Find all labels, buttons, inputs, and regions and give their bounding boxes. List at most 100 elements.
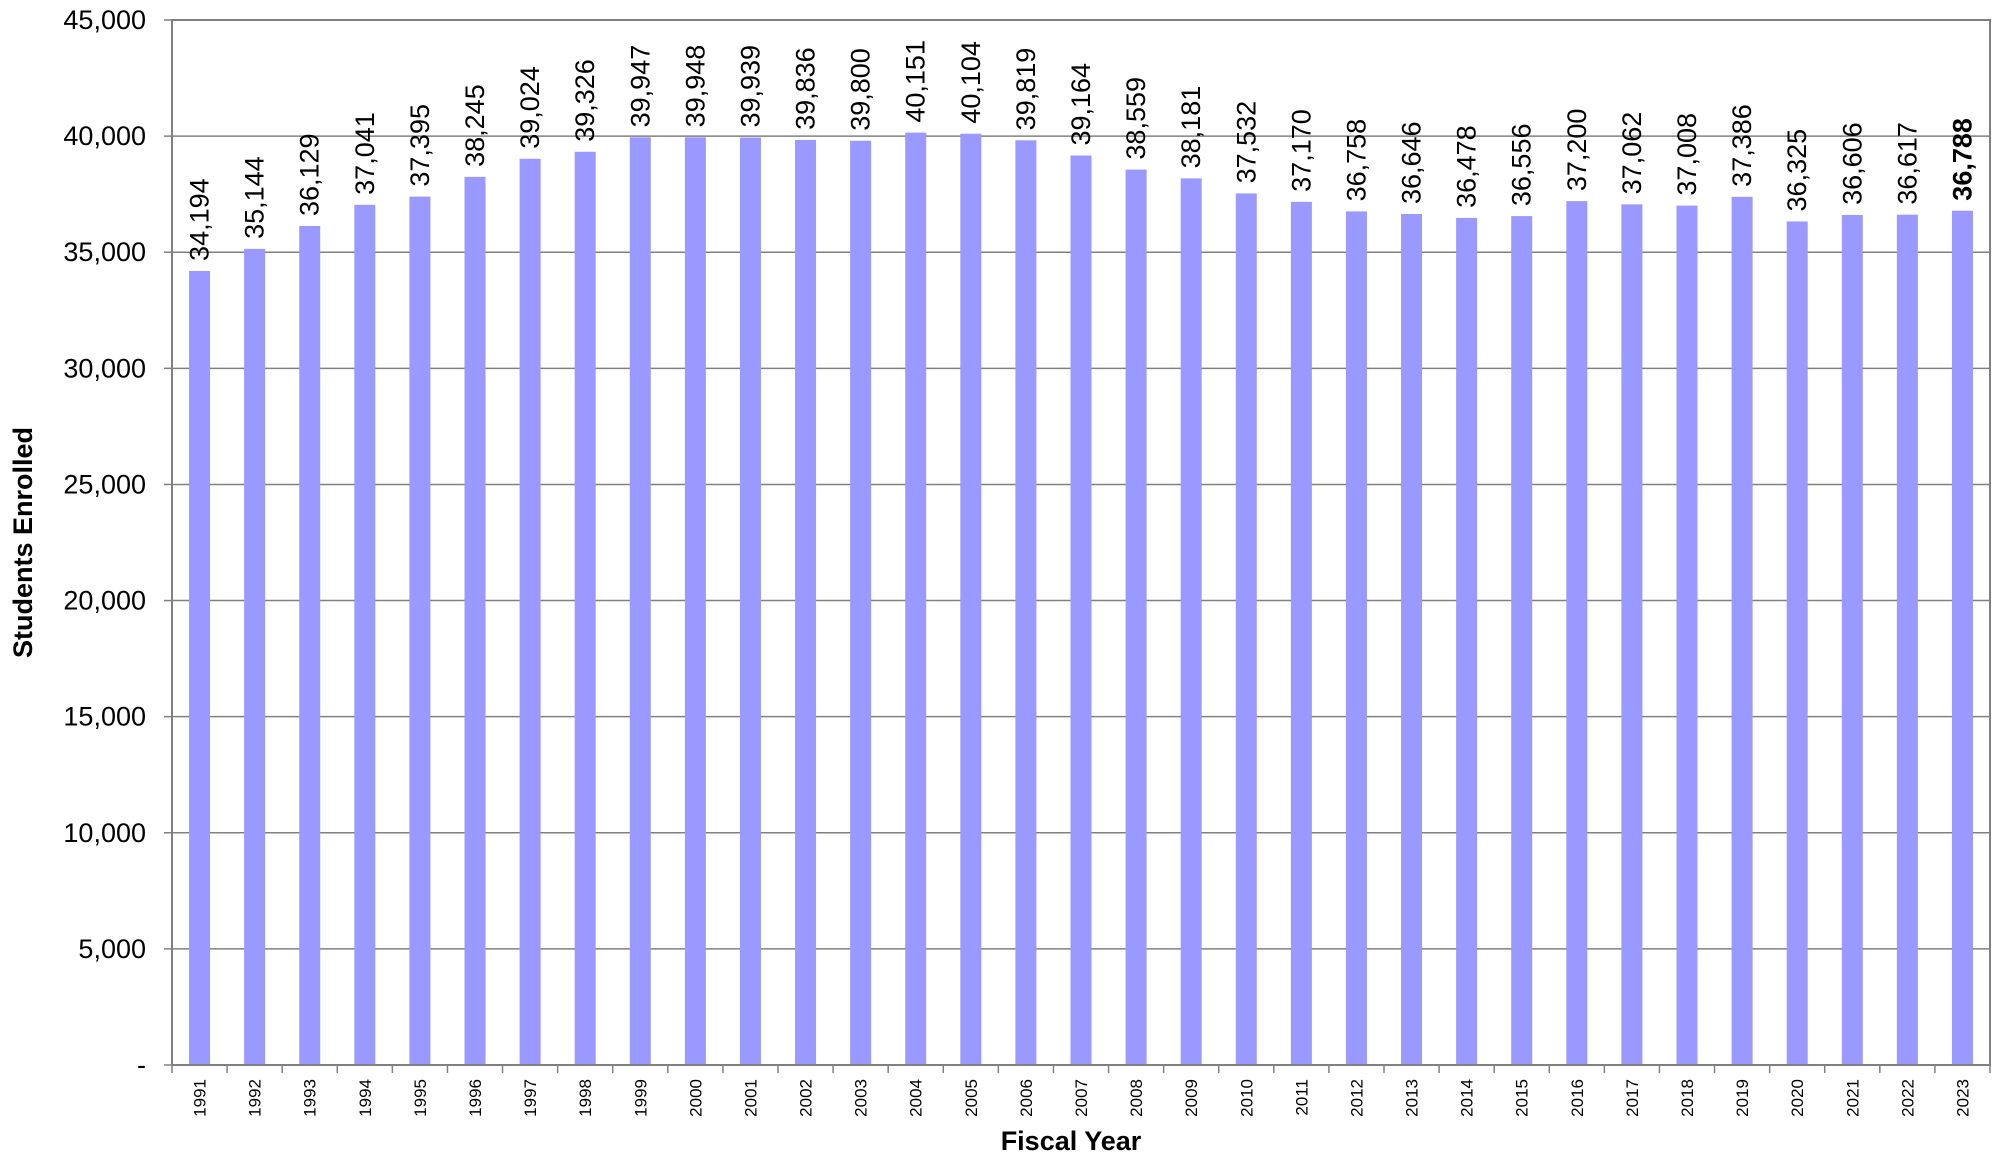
bar-2003 [850, 140, 872, 1065]
bar-2014 [1456, 217, 1478, 1065]
bar-2004 [905, 132, 927, 1065]
x-tick-label: 2007 [1072, 1079, 1091, 1117]
data-label: 39,024 [515, 66, 545, 149]
data-label: 37,170 [1286, 109, 1316, 192]
data-labels: 34,194 35,144 36,129 37,041 37,395 38,245 39,0… [185, 40, 1978, 261]
bar-2010 [1235, 193, 1257, 1065]
data-label: 36,478 [1452, 125, 1482, 208]
x-tick-label: 1995 [411, 1079, 430, 1117]
x-axis-title: Fiscal Year [1001, 1126, 1142, 1156]
x-tick-label: 1993 [301, 1079, 320, 1117]
y-tick-label: 30,000 [63, 353, 146, 383]
x-tick-label: 1994 [356, 1079, 375, 1117]
bar-2006 [1015, 140, 1037, 1065]
x-tick-label: 2005 [962, 1079, 981, 1117]
data-label: 35,144 [240, 156, 270, 239]
x-tick-label: 1991 [191, 1079, 210, 1117]
bar-1999 [629, 137, 651, 1065]
bar-2017 [1621, 204, 1643, 1065]
plot-area-border [171, 19, 1991, 1066]
x-tick-label: 2018 [1678, 1079, 1697, 1117]
x-tick-label: 2016 [1568, 1079, 1587, 1117]
data-label: 37,008 [1672, 113, 1702, 196]
bar-1993 [299, 226, 321, 1065]
data-label: 36,129 [295, 133, 325, 216]
bar-2002 [795, 139, 817, 1065]
bar-2009 [1180, 178, 1202, 1065]
bar-2023 [1951, 210, 1973, 1066]
x-tick-label: 2010 [1237, 1079, 1256, 1117]
data-label: 40,104 [956, 41, 986, 124]
bar-1991 [189, 270, 211, 1065]
x-tick-label: 2021 [1843, 1079, 1862, 1117]
x-tick-label: 2004 [907, 1079, 926, 1117]
x-tick-label: 2001 [741, 1079, 760, 1117]
x-tick-label: 2022 [1898, 1079, 1917, 1117]
data-label: 37,386 [1727, 104, 1757, 187]
data-label: 39,948 [680, 45, 710, 128]
bar-2012 [1345, 211, 1367, 1065]
data-label: 38,559 [1121, 77, 1151, 160]
data-label: 37,532 [1231, 101, 1261, 184]
bar-1998 [574, 151, 596, 1066]
x-tick-label: 1999 [631, 1079, 650, 1117]
data-label: 36,617 [1892, 122, 1922, 205]
x-tick-label: 2015 [1513, 1079, 1532, 1117]
x-tick-label: 2023 [1953, 1079, 1972, 1117]
bar-2021 [1841, 214, 1863, 1065]
y-tick-label: 35,000 [63, 237, 146, 267]
bars [189, 132, 1973, 1066]
x-tick-label: 2003 [852, 1079, 871, 1117]
data-label: 37,062 [1617, 112, 1647, 195]
data-label: 40,151 [901, 40, 931, 123]
y-tick-label: 5,000 [78, 934, 146, 964]
x-tick-label: 1996 [466, 1079, 485, 1117]
y-axis-title: Students Enrolled [8, 427, 38, 658]
bar-2001 [739, 137, 761, 1066]
x-axis-ticks: 1991 1992 1993 1994 1995 1996 1997 1998 1999 2000… [171, 1065, 1991, 1117]
bar-2022 [1896, 214, 1918, 1066]
x-tick-label: 2002 [797, 1079, 816, 1117]
data-label: 39,947 [625, 45, 655, 128]
bar-2020 [1786, 221, 1808, 1066]
data-label: 39,164 [1066, 63, 1096, 146]
y-tick-label: 20,000 [63, 586, 146, 616]
bar-2007 [1070, 155, 1092, 1065]
bar-2019 [1731, 196, 1753, 1066]
bar-2011 [1290, 201, 1312, 1065]
bar-1996 [464, 176, 486, 1066]
data-label: 36,788 [1947, 118, 1977, 201]
y-axis-ticks: - 5,000 10,000 15,000 20,000 25,000 30,000 35,0… [63, 5, 172, 1080]
bar-2005 [960, 133, 982, 1066]
bar-2016 [1566, 201, 1588, 1066]
x-tick-label: 2009 [1182, 1079, 1201, 1117]
bar-2008 [1125, 169, 1147, 1065]
data-label: 36,758 [1341, 119, 1371, 202]
data-label: 38,245 [460, 84, 490, 167]
data-label: 34,194 [185, 178, 215, 261]
data-label: 38,181 [1176, 86, 1206, 169]
x-tick-label: 2000 [686, 1079, 705, 1117]
bar-1992 [244, 248, 266, 1065]
y-tick-label: 25,000 [63, 469, 146, 499]
y-tick-label: 15,000 [63, 702, 146, 732]
data-label: 36,325 [1782, 129, 1812, 212]
data-label: 37,200 [1562, 109, 1592, 192]
x-tick-label: 2011 [1292, 1079, 1311, 1116]
y-tick-label: - [137, 1050, 146, 1080]
data-label: 36,646 [1397, 121, 1427, 204]
x-tick-label: 2019 [1733, 1079, 1752, 1117]
data-label: 39,800 [846, 48, 876, 131]
x-tick-label: 2013 [1403, 1079, 1422, 1117]
x-tick-label: 2008 [1127, 1079, 1146, 1117]
data-label: 39,326 [570, 59, 600, 142]
x-tick-label: 1997 [521, 1079, 540, 1117]
data-label: 36,606 [1837, 122, 1867, 205]
x-tick-label: 2012 [1347, 1079, 1366, 1117]
data-label: 37,041 [350, 112, 380, 195]
data-label: 39,939 [735, 45, 765, 128]
bar-1995 [409, 196, 431, 1066]
x-tick-label: 1992 [246, 1079, 265, 1117]
